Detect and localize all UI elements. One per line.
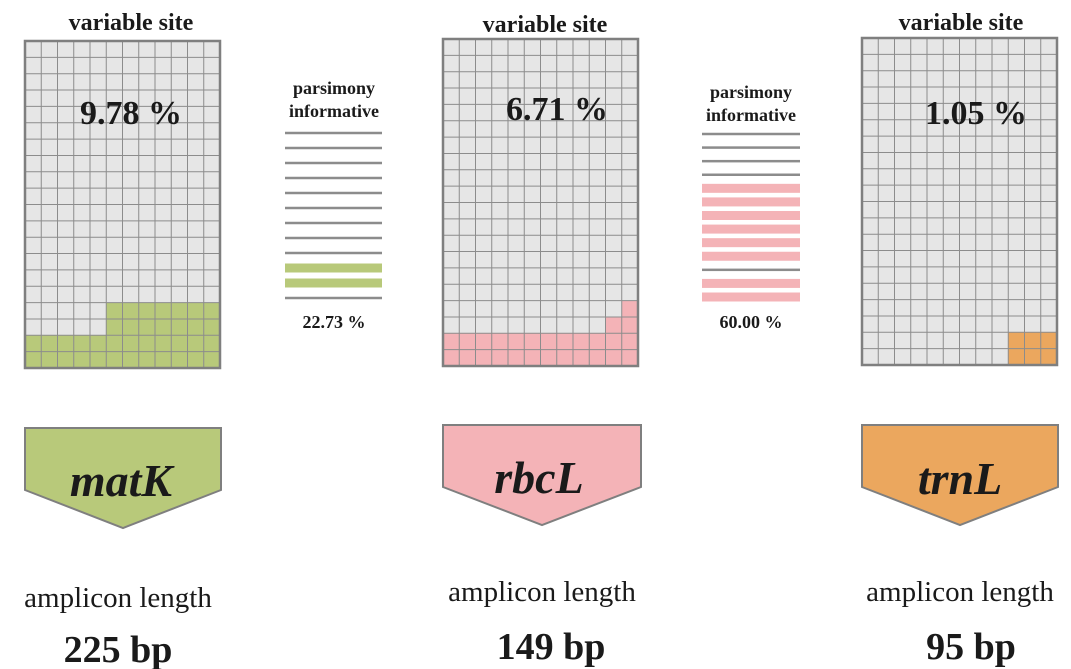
amplicon-length-value: 95 bp bbox=[926, 626, 1016, 668]
parsimony-stripe-gray bbox=[702, 132, 800, 136]
gene-arrow bbox=[24, 427, 222, 530]
panel-matk: variable site 9.78 % matK amplicon lengt… bbox=[23, 10, 222, 669]
gene-arrow bbox=[861, 424, 1059, 527]
parsimony-percent: 22.73 % bbox=[303, 312, 366, 332]
parsimony-stripe-colored bbox=[702, 211, 800, 220]
parsimony-stripes bbox=[702, 132, 800, 302]
variable-site-grid bbox=[441, 37, 640, 368]
parsimony-stripe-gray bbox=[285, 176, 382, 180]
parsimony-stripe-gray bbox=[285, 221, 382, 225]
variable-site-grid bbox=[23, 39, 222, 370]
parsimony-stripes bbox=[285, 131, 382, 300]
parsimony-stripe-colored bbox=[702, 251, 800, 261]
parsimony-informative-rbcl: parsimony informative 60.00 % bbox=[702, 82, 800, 332]
parsimony-title-line1: parsimony bbox=[293, 78, 375, 98]
parsimony-title-line2: informative bbox=[706, 105, 796, 125]
parsimony-stripe-colored bbox=[285, 278, 382, 288]
grid-border bbox=[23, 39, 222, 370]
gene-label: trnL bbox=[918, 453, 1002, 504]
variable-site-title: variable site bbox=[483, 12, 608, 38]
variable-site-title: variable site bbox=[69, 10, 194, 36]
parsimony-stripe-colored bbox=[702, 278, 800, 288]
parsimony-stripe-colored bbox=[702, 238, 800, 248]
amplicon-length-caption: amplicon length bbox=[24, 582, 212, 614]
parsimony-stripe-colored bbox=[702, 224, 800, 234]
parsimony-stripe-gray bbox=[285, 296, 382, 300]
parsimony-stripe-gray bbox=[285, 206, 382, 210]
grid-border bbox=[441, 37, 640, 368]
amplicon-length-caption: amplicon length bbox=[448, 576, 636, 608]
variable-site-percent: 9.78 % bbox=[80, 95, 182, 132]
variable-site-percent: 1.05 % bbox=[925, 95, 1027, 132]
parsimony-stripe-gray bbox=[285, 161, 382, 165]
parsimony-stripe-gray bbox=[702, 173, 800, 176]
parsimony-stripe-gray bbox=[285, 191, 382, 195]
parsimony-stripe-gray bbox=[285, 131, 382, 135]
gene-label: rbcL bbox=[494, 452, 583, 503]
parsimony-stripe-gray bbox=[702, 159, 800, 163]
variable-site-title: variable site bbox=[899, 10, 1024, 36]
parsimony-informative-matk: parsimony informative 22.73 % bbox=[285, 78, 382, 332]
parsimony-stripe-gray bbox=[285, 236, 382, 240]
variable-site-grid bbox=[860, 36, 1059, 367]
gene-label: matK bbox=[70, 455, 176, 506]
parsimony-stripe-colored bbox=[702, 183, 800, 193]
amplicon-length-caption: amplicon length bbox=[866, 576, 1054, 608]
parsimony-stripe-gray bbox=[702, 268, 800, 272]
panel-rbcl: variable site 6.71 % rbcL amplicon lengt… bbox=[441, 12, 642, 668]
parsimony-title-line1: parsimony bbox=[710, 82, 792, 102]
parsimony-stripe-colored bbox=[702, 292, 800, 302]
parsimony-title-line2: informative bbox=[289, 101, 379, 121]
grid-border bbox=[860, 36, 1059, 367]
gene-arrow bbox=[442, 424, 642, 527]
parsimony-stripe-colored bbox=[702, 197, 800, 207]
parsimony-stripe-colored bbox=[285, 263, 382, 273]
panel-trnl: variable site 1.05 % trnL amplicon lengt… bbox=[860, 10, 1059, 668]
parsimony-percent: 60.00 % bbox=[720, 312, 783, 332]
variable-site-percent: 6.71 % bbox=[506, 91, 608, 128]
amplicon-length-value: 149 bp bbox=[497, 626, 606, 668]
amplicon-length-value: 225 bp bbox=[64, 629, 173, 669]
parsimony-stripe-gray bbox=[702, 146, 800, 149]
parsimony-stripe-gray bbox=[285, 146, 382, 150]
parsimony-stripe-gray bbox=[285, 251, 382, 255]
